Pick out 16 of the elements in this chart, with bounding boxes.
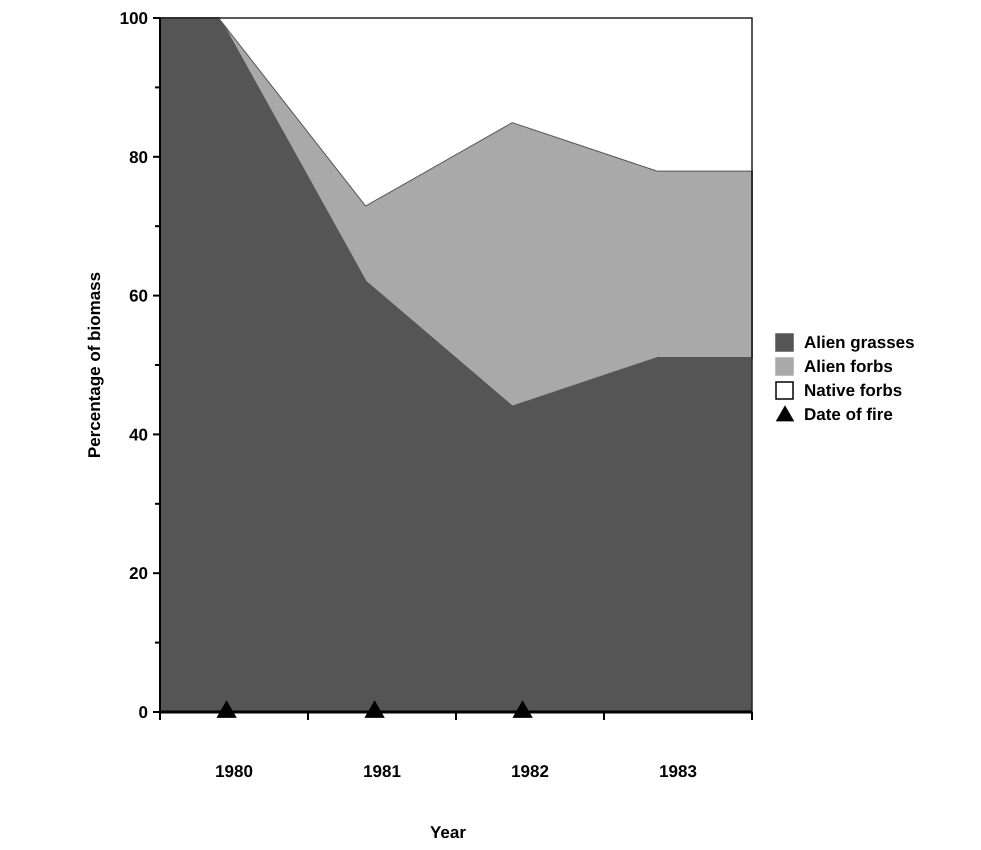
x-tick-label: 1980 (215, 762, 253, 781)
x-tick-label: 1983 (659, 762, 697, 781)
y-tick-label: 20 (129, 564, 148, 584)
x-axis-title: Year (430, 823, 466, 842)
legend-label: Native forbs (804, 380, 902, 400)
legend-label: Alien grasses (804, 332, 915, 352)
x-tick-label: 1981 (363, 762, 401, 781)
y-tick-label: 80 (129, 148, 148, 167)
y-tick-label: 40 (129, 425, 148, 444)
x-tick-label: 1982 (511, 762, 549, 781)
y-tick-label: 100 (120, 8, 148, 28)
y-tick-label: 60 (129, 286, 148, 306)
legend-label: Alien forbs (804, 356, 893, 376)
y-tick-label: 0 (138, 702, 148, 722)
y-axis-title: Percentage of biomass (85, 272, 104, 458)
legend-label: Date of fire (804, 404, 893, 424)
